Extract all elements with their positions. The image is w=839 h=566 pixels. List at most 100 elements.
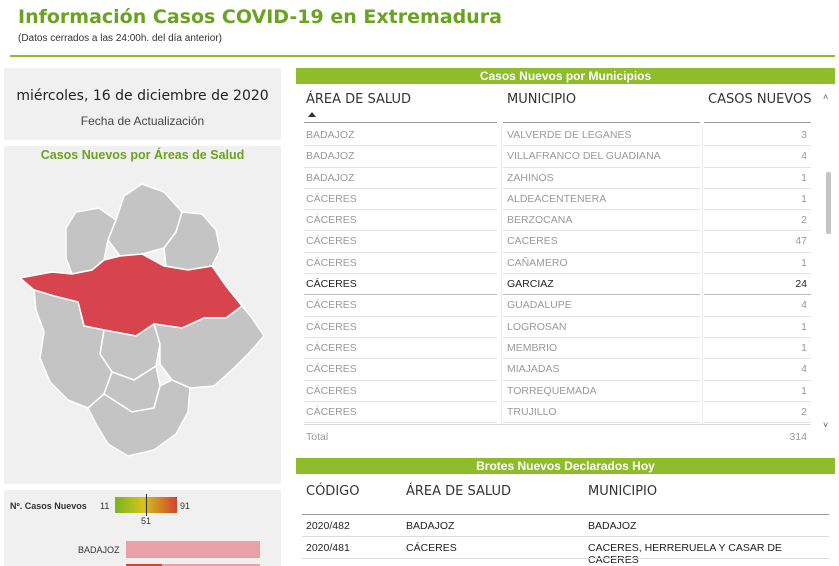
row-rule [704,400,811,402]
cell-area: CÁCERES [306,363,357,376]
row-rule [503,230,700,232]
row-rule [304,251,497,253]
update-date-label: Fecha de Actualización [80,114,205,128]
table-row[interactable]: CÁCERES BERZOCANA 2 [296,210,825,232]
title-divider [10,55,835,57]
cell-area: CÁCERES [306,320,357,333]
row-rule [503,400,700,402]
cell-municipio: CACERES, HERRERUELA Y CASAR DE CACERES [588,542,782,566]
row-rule [304,209,497,211]
table-row[interactable]: 2020/482 BADAJOZ BADAJOZ [302,515,829,537]
header-rule [304,122,497,123]
sort-ascending-icon [308,112,316,117]
cell-casos: 47 [795,235,807,248]
cell-codigo: 2020/482 [306,520,350,532]
table-row[interactable]: CÁCERES ALDEACENTENERA 1 [296,189,825,211]
table-row[interactable]: CÁCERES MIAJADAS 4 [296,359,825,381]
row-rule [704,379,811,381]
cell-codigo: 2020/481 [306,542,350,554]
cell-municipio: MEMBRIO [507,341,558,354]
table-row[interactable]: CÁCERES TRUJILLO 2 [296,402,825,424]
col-header-municipio[interactable]: MUNICIPIO [588,484,658,499]
row-rule [503,209,700,211]
cell-casos: 4 [801,363,807,376]
row-rule [304,187,497,189]
row-rule [704,273,811,275]
cell-area: BADAJOZ [306,150,355,163]
row-rule [304,379,497,381]
map-title: Casos Nuevos por Áreas de Salud [40,148,245,162]
legend-mid: 51 [141,516,152,526]
table-row[interactable]: CÁCERES TORREQUEMADA 1 [296,381,825,402]
row-rule [503,379,700,381]
cell-municipio: ALDEACENTENERA [507,192,607,205]
cell-municipio: CACERES [507,235,558,248]
row-rule [704,422,811,424]
legend-card: Nº. Casos Nuevos 11 91 51 BADAJOZ [4,490,281,566]
map-card: Casos Nuevos por Áreas de Salud [4,146,281,484]
row-rule [704,145,811,147]
row-rule [304,358,497,360]
map-area-don-benito[interactable] [152,304,265,389]
scrollbar-thumb[interactable] [826,172,831,234]
municipios-rows: BADAJOZ VALVERDE DE LEGANES 3 BADAJOZ VILLAF… [296,125,825,424]
municipios-title: Casos Nuevos por Municipios [296,68,835,84]
area-bar-rest[interactable] [162,564,260,566]
row-rule [304,273,497,275]
bar-label: BADAJOZ [78,545,120,555]
cell-area: CÁCERES [306,299,357,312]
table-row[interactable]: CÁCERES CACERES 47 [296,231,825,253]
scroll-down-icon[interactable]: ˅ [823,420,829,430]
row-rule [503,166,700,168]
row-rule [304,230,497,232]
row-rule [304,315,497,317]
cell-municipio: TRUJILLO [507,405,557,418]
col-header-municipio[interactable]: MUNICIPIO [507,92,577,107]
row-rule [304,400,497,402]
area-bar-highlight[interactable] [126,564,162,566]
table-row[interactable]: CÁCERES LOGROSAN 1 [296,317,825,338]
row-rule [304,422,497,424]
cell-municipio: MIAJADAS [507,363,560,376]
cell-casos: 4 [801,299,807,312]
row-rule [302,536,829,537]
map-area-llerena[interactable] [87,379,191,457]
header-rule [503,122,700,123]
cell-casos: 4 [801,150,807,163]
table-row[interactable]: BADAJOZ ZAHINOS 1 [296,168,825,189]
brotes-title: Brotes Nuevos Declarados Hoy [296,458,835,474]
col-header-area[interactable]: ÁREA DE SALUD [406,484,512,499]
health-areas-map [18,183,265,457]
row-rule [304,294,497,296]
table-row[interactable]: CÁCERES GARCIAZ 24 [296,274,825,296]
table-row[interactable]: CÁCERES CAÑAMERO 1 [296,253,825,275]
total-rule [304,424,811,425]
cell-area: CÁCERES [406,542,457,554]
table-row[interactable]: 2020/481 CÁCERES CACERES, HERRERUELA Y CAS… [302,537,829,566]
col-header-codigo[interactable]: CÓDIGO [306,484,360,499]
page-title: Información Casos COVID-19 en Extremadur… [18,6,502,28]
cell-municipio: BERZOCANA [507,214,573,227]
cell-municipio: LOGROSAN [507,320,567,333]
table-row[interactable]: BADAJOZ VALVERDE DE LEGANES 3 [296,125,825,147]
cell-casos: 3 [801,129,807,141]
cell-casos: 1 [801,256,807,269]
table-row[interactable]: CÁCERES GUADALUPE 4 [296,295,825,317]
area-bar[interactable] [126,541,260,558]
cell-municipio: BADAJOZ [588,520,637,532]
cell-municipio: GUADALUPE [507,299,572,312]
row-rule [503,251,700,253]
row-rule [704,166,811,168]
table-row[interactable]: CÁCERES MEMBRIO 1 [296,338,825,360]
table-row[interactable]: BADAJOZ VILLAFRANCO DEL GUADIANA 4 [296,146,825,168]
header-rule [704,122,811,123]
legend-marker [146,494,147,516]
map-area-coria[interactable] [65,207,117,275]
col-header-casos[interactable]: CASOS NUEVOS [708,92,812,107]
scroll-up-icon[interactable]: ˄ [823,92,829,102]
cell-area: BADAJOZ [306,171,355,184]
total-value: 314 [789,431,807,443]
legend-max: 91 [180,501,191,511]
cell-area: CÁCERES [306,256,357,269]
col-header-area[interactable]: ÁREA DE SALUD [306,92,412,107]
